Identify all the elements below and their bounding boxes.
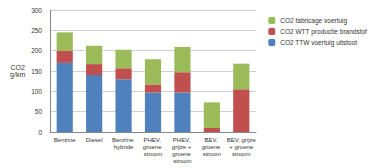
svg-text:stroom: stroom: [232, 151, 250, 157]
svg-text:stroom: stroom: [173, 158, 191, 164]
svg-text:CO2 fabricage voertuig: CO2 fabricage voertuig: [280, 17, 347, 25]
svg-text:groene: groene: [202, 144, 222, 150]
svg-text:Benzine: Benzine: [112, 137, 135, 143]
svg-text:50: 50: [35, 108, 43, 115]
svg-text:groene: groene: [172, 151, 192, 157]
svg-text:250: 250: [31, 27, 42, 34]
svg-text:0: 0: [38, 129, 42, 136]
svg-text:CO2 TTW voertuig uitstoot: CO2 TTW voertuig uitstoot: [280, 39, 357, 47]
svg-text:hybride: hybride: [114, 144, 134, 150]
svg-text:CO2: CO2: [10, 64, 25, 71]
svg-text:BEV, grijze: BEV, grijze: [227, 137, 257, 143]
svg-text:groene: groene: [143, 144, 163, 150]
svg-text:Diesel: Diesel: [86, 137, 103, 143]
svg-text:150: 150: [31, 68, 42, 75]
svg-text:stroom: stroom: [203, 151, 221, 157]
svg-text:g/km: g/km: [10, 71, 25, 79]
svg-text:grijze +: grijze +: [172, 144, 193, 150]
svg-text:Benzine: Benzine: [54, 137, 76, 143]
svg-text:200: 200: [31, 47, 42, 54]
svg-text:CO2 WTT productie brandstof: CO2 WTT productie brandstof: [280, 28, 367, 36]
svg-text:stroom: stroom: [144, 151, 162, 157]
svg-text:+ groene: + groene: [228, 144, 255, 150]
svg-text:PHEV,: PHEV,: [173, 137, 192, 143]
svg-text:BEV,: BEV,: [204, 137, 219, 143]
svg-text:PHEV,: PHEV,: [143, 137, 162, 143]
svg-text:100: 100: [31, 88, 42, 95]
svg-text:300: 300: [31, 7, 42, 14]
